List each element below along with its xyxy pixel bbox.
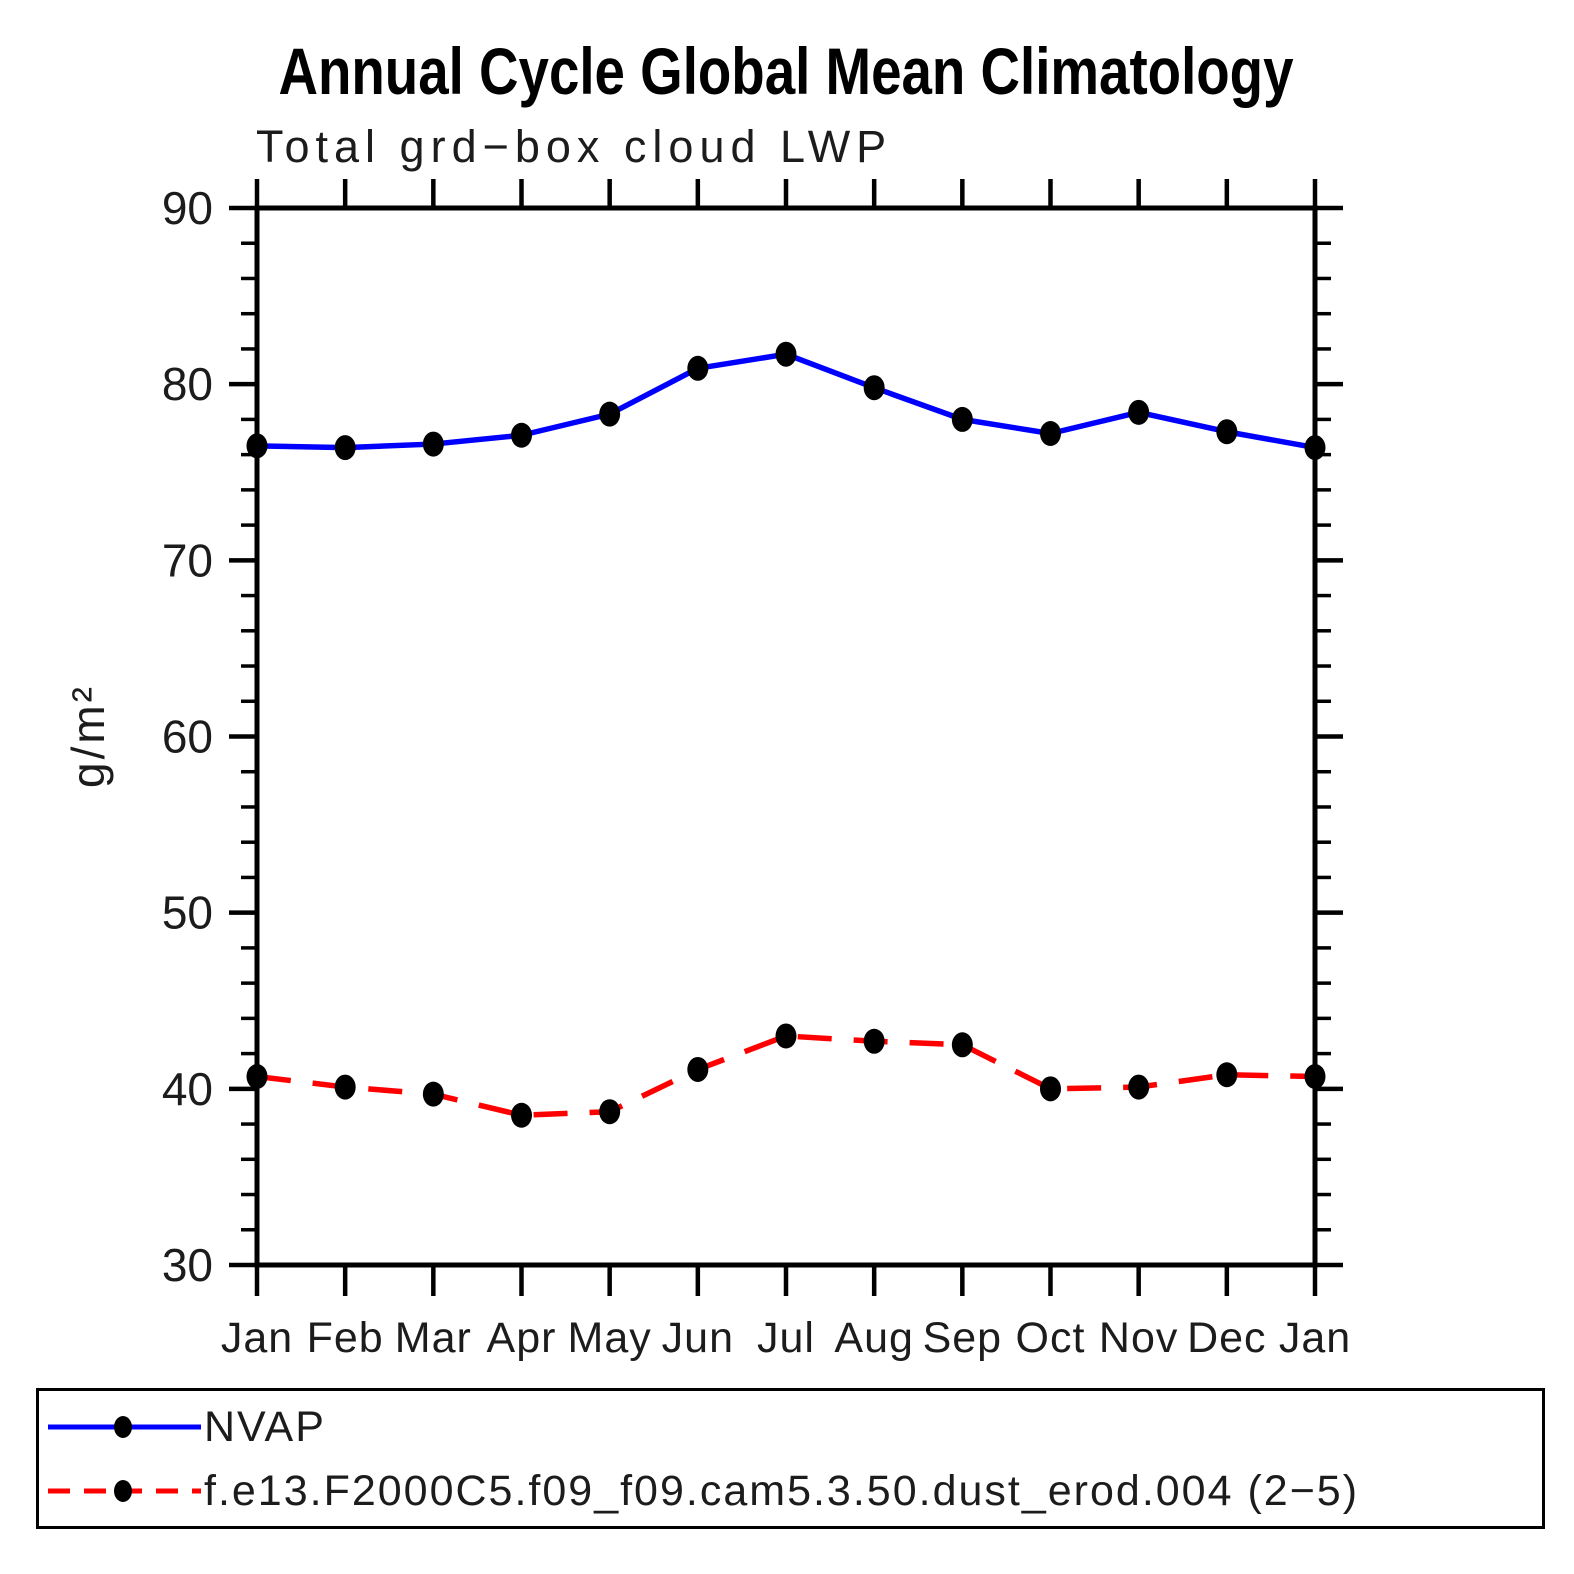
data-point-marker: [422, 1081, 444, 1107]
legend-marker-dot-icon: [114, 1480, 132, 1502]
y-tick-label: 60: [162, 711, 213, 763]
legend-box: NVAP f.e13.F2000C5.f09_f09.cam5.3.50.dus…: [36, 1388, 1545, 1529]
legend-item-model: f.e13.F2000C5.f09_f09.cam5.3.50.dust_ero…: [46, 1469, 1359, 1512]
y-tick-label: 30: [162, 1239, 213, 1291]
data-point-marker: [1040, 420, 1061, 446]
data-point-marker: [863, 375, 885, 401]
legend-line-sample-solid: [48, 1416, 201, 1438]
data-point-marker: [1128, 399, 1150, 425]
data-point-marker: [246, 433, 268, 459]
legend-label-model: f.e13.F2000C5.f09_f09.cam5.3.50.dust_ero…: [204, 1466, 1360, 1515]
y-tick-label: 50: [162, 887, 213, 939]
x-tick-label: Dec: [1187, 1314, 1266, 1362]
data-point-marker: [951, 1032, 973, 1058]
data-point-marker: [599, 1099, 621, 1125]
x-tick-label: Jul: [757, 1314, 815, 1362]
data-point-marker: [951, 406, 973, 432]
chart-title: Annual Cycle Global Mean Climatology: [279, 34, 1294, 108]
data-point-marker: [775, 1023, 797, 1049]
y-tick-label: 80: [162, 358, 213, 410]
chart-subtitle: Total grd−box cloud LWP: [256, 121, 892, 172]
x-tick-label: Feb: [307, 1314, 384, 1362]
x-tick-label: Jan: [221, 1314, 293, 1362]
legend-marker-dot-icon: [114, 1416, 132, 1438]
data-point-marker: [1304, 1064, 1326, 1090]
data-point-marker: [687, 355, 709, 381]
y-axis-label: g/m²: [62, 684, 114, 788]
x-tick-label: Sep: [923, 1314, 1003, 1362]
data-point-marker: [422, 431, 444, 457]
data-point-marker: [775, 341, 797, 367]
data-point-marker: [599, 401, 621, 427]
data-point-marker: [334, 1074, 356, 1100]
data-point-marker: [511, 1102, 532, 1128]
data-point-marker: [1128, 1074, 1150, 1100]
data-point-marker: [334, 435, 356, 461]
y-tick-label: 40: [162, 1063, 213, 1115]
data-point-marker: [246, 1064, 268, 1090]
x-tick-label: Jun: [662, 1314, 734, 1362]
data-point-marker: [1216, 1062, 1238, 1088]
y-tick-label: 70: [162, 534, 213, 586]
x-tick-label: Aug: [834, 1314, 914, 1362]
series-line-nvap: [256, 351, 1316, 451]
data-point-marker: [1040, 1076, 1061, 1102]
data-point-marker: [687, 1056, 709, 1082]
data-point-marker: [1216, 419, 1238, 445]
x-tick-label: May: [568, 1314, 652, 1362]
data-point-marker: [1304, 435, 1326, 461]
y-tick-label: 90: [162, 182, 213, 234]
x-tick-label: Apr: [487, 1314, 557, 1362]
x-tick-label: Oct: [1016, 1314, 1086, 1362]
legend-item-nvap: NVAP: [46, 1405, 326, 1448]
x-tick-label: Jan: [1279, 1314, 1351, 1362]
x-tick-label: Nov: [1099, 1314, 1178, 1362]
legend-line-sample-dashed: [48, 1480, 201, 1502]
data-point-marker: [863, 1028, 885, 1054]
x-tick-label: Mar: [395, 1314, 472, 1362]
legend-label-nvap: NVAP: [204, 1402, 326, 1451]
data-point-marker: [511, 422, 532, 448]
plot-area: 30 40 50 60 70 80 90 Jan Feb Mar Apr May Jun Jul Aug Se…: [162, 179, 1351, 1362]
